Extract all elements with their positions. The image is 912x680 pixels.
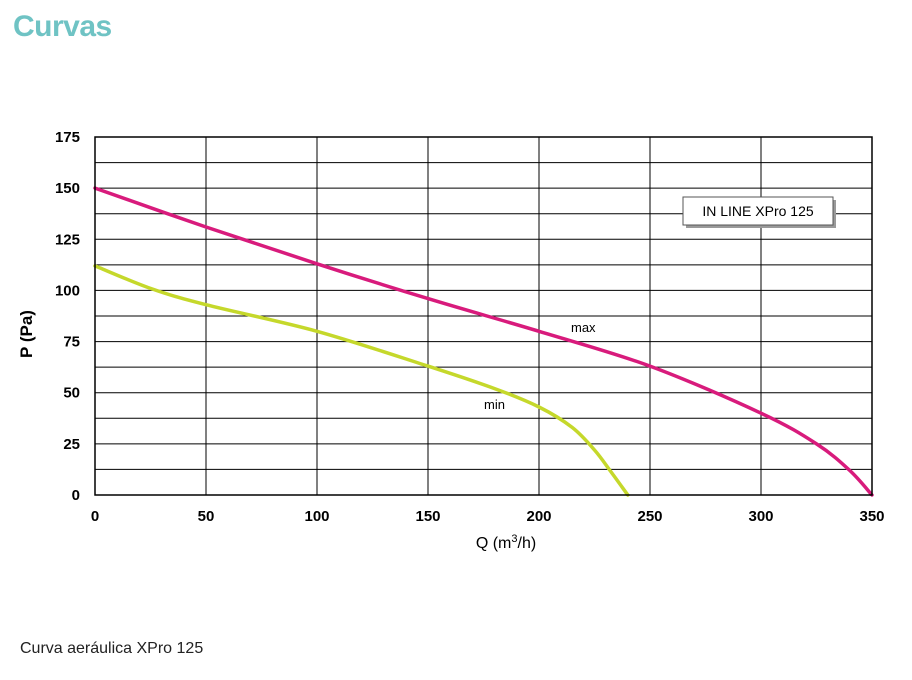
y-tick-175: 175: [55, 129, 80, 146]
page-heading: Curvas: [13, 10, 112, 43]
x-tick-350: 350: [859, 508, 884, 525]
y-tick-labels: 0 25 50 75 100 125 150 175: [55, 129, 80, 504]
annotation-box: IN LINE XPro 125: [682, 196, 836, 228]
x-tick-250: 250: [637, 508, 662, 525]
curve-label-max: max: [571, 320, 596, 335]
plot-frame: [94, 136, 873, 496]
y-tick-100: 100: [55, 282, 80, 299]
x-axis-label-sup: 3: [511, 533, 517, 545]
x-axis-label-main: Q (m: [476, 535, 512, 552]
annotation-box-text: IN LINE XPro 125: [702, 203, 813, 219]
x-axis-label-end: /h): [518, 535, 537, 552]
y-tick-25: 25: [63, 436, 80, 453]
y-axis-label: P (Pa): [17, 310, 36, 358]
series-max-line: [93, 186, 874, 497]
x-tick-50: 50: [198, 508, 215, 525]
chart-curves: [93, 186, 874, 497]
y-tick-50: 50: [63, 385, 80, 402]
curve-label-min: min: [484, 397, 505, 412]
y-tick-125: 125: [55, 231, 80, 248]
y-tick-150: 150: [55, 180, 80, 197]
figure-caption: Curva aeráulica XPro 125: [20, 640, 204, 657]
annotation-box-frame: [682, 196, 834, 226]
x-tick-300: 300: [748, 508, 773, 525]
x-tick-100: 100: [304, 508, 329, 525]
y-tick-75: 75: [63, 334, 80, 351]
y-tick-0: 0: [72, 487, 80, 504]
x-tick-labels: 0 50 100 150 200 250 300 350: [91, 508, 885, 525]
x-tick-200: 200: [526, 508, 551, 525]
x-axis-label: Q (m3/h): [476, 533, 536, 552]
series-min-line: [93, 264, 630, 497]
x-tick-150: 150: [415, 508, 440, 525]
x-tick-0: 0: [91, 508, 99, 525]
